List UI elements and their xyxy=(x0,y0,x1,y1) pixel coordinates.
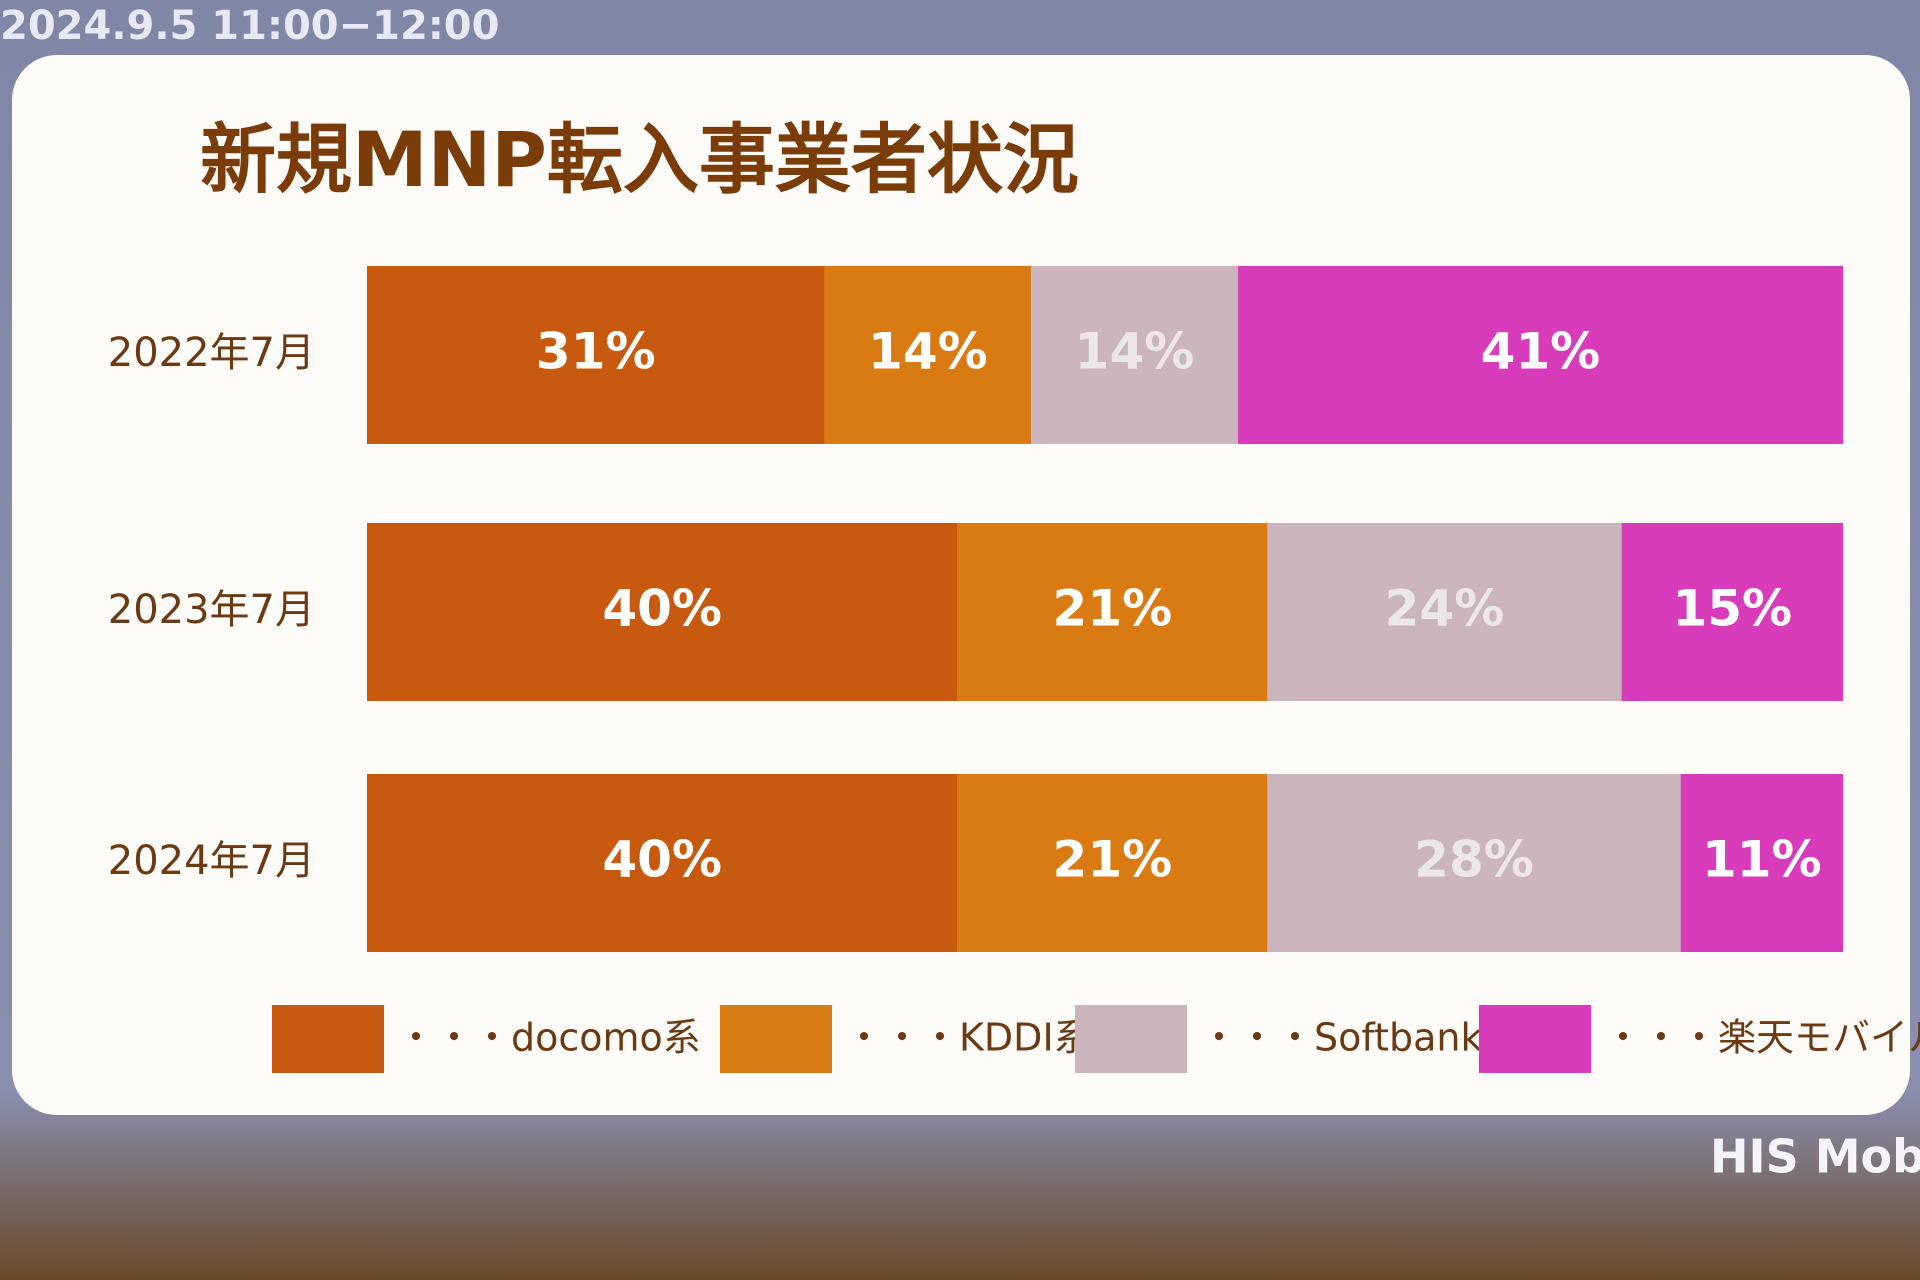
legend-label: ・・・Softbank系 xyxy=(1200,1016,1520,1060)
bar-segment xyxy=(367,774,958,952)
category-label: 2023年7月 xyxy=(108,587,315,633)
value-label: 31% xyxy=(536,323,656,381)
bar-segment xyxy=(1031,266,1238,444)
legend-label: ・・・KDDI系 xyxy=(845,1016,1092,1060)
bar-segment xyxy=(367,523,958,701)
category-label: 2024年7月 xyxy=(108,838,315,884)
legend-swatch xyxy=(1075,1005,1187,1073)
value-label: 24% xyxy=(1385,580,1505,638)
value-label: 14% xyxy=(868,323,988,381)
value-label: 14% xyxy=(1075,323,1195,381)
legend-swatch xyxy=(272,1005,384,1073)
value-label: 21% xyxy=(1053,831,1173,889)
value-label: 40% xyxy=(602,580,722,638)
bar-segment xyxy=(1237,266,1843,444)
chart-title: 新規MNP転入事業者状況 xyxy=(200,115,1079,204)
bar-segment xyxy=(1621,523,1843,701)
timestamp: 2024.9.5 11:00−12:00 xyxy=(0,3,499,49)
value-label: 40% xyxy=(602,831,722,889)
value-label: 15% xyxy=(1672,580,1792,638)
bar-segment xyxy=(1267,774,1681,952)
legend-label: ・・・docomo系 xyxy=(397,1016,701,1060)
bar-segment xyxy=(1267,523,1622,701)
logo: HIS Mobi xyxy=(1710,1130,1920,1184)
bar-segment xyxy=(957,774,1268,952)
value-label: 28% xyxy=(1414,831,1534,889)
legend-label: ・・・楽天モバイル xyxy=(1604,1016,1920,1060)
category-label: 2022年7月 xyxy=(108,330,315,376)
legend-swatch xyxy=(1479,1005,1591,1073)
bar-segment xyxy=(824,266,1032,444)
legend-swatch xyxy=(720,1005,832,1073)
bar-segment xyxy=(957,523,1268,701)
value-label: 21% xyxy=(1053,580,1173,638)
bar-segment xyxy=(367,266,825,444)
bar-segment xyxy=(1680,774,1843,952)
value-label: 41% xyxy=(1481,323,1601,381)
value-label: 11% xyxy=(1702,831,1822,889)
